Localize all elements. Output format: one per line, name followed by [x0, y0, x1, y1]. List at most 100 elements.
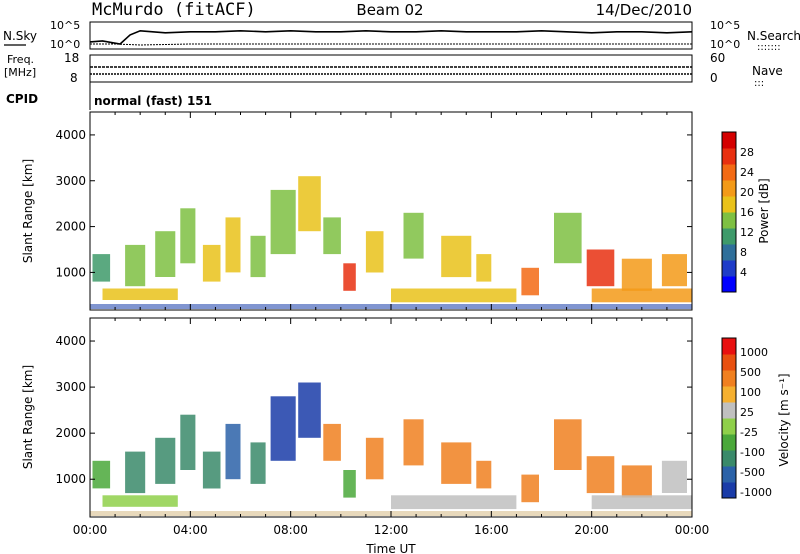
velocity-echo-1 [92, 460, 111, 489]
velocity-colorbar-label: Velocity [m s⁻¹] [777, 373, 791, 466]
velocity-xtick-label: 08:00 [273, 523, 308, 537]
power-echo-19 [621, 258, 652, 291]
beam-title: Beam 02 [356, 1, 423, 19]
nsky-label: N.Sky [3, 29, 37, 43]
cpid-value: normal (fast) 151 [94, 94, 212, 108]
power-colorbar-swatch [722, 132, 736, 149]
power-colorbar-tick: 28 [740, 146, 754, 159]
date-title: 14/Dec/2010 [596, 1, 692, 19]
velocity-echo-7 [250, 442, 266, 484]
freq-panel: Freq. [MHz] 18 8 60 0 Nave ::: [4, 51, 783, 89]
velocity-colorbar-tick: 1000 [740, 346, 768, 359]
power-colorbar-tick: 8 [740, 246, 747, 259]
velocity-echo-23 [591, 495, 692, 510]
power-panel: 1000 2000 3000 4000 Slant Range [km] 4 8 12 16… [21, 111, 771, 311]
velocity-echo-19 [621, 465, 652, 498]
power-colorbar-swatch [722, 164, 736, 181]
power-echo-10 [323, 217, 341, 255]
power-echo-2 [125, 244, 146, 287]
velocity-colorbar-swatch [722, 466, 736, 483]
noise-series-1 [89, 29, 693, 45]
power-echo-9 [298, 176, 321, 232]
noise-panel-frame [89, 21, 693, 50]
power-colorbar-tick: 20 [740, 186, 754, 199]
power-ytick-label: 3000 [55, 174, 86, 188]
velocity-echo-16 [521, 474, 539, 503]
power-echo-15 [476, 254, 492, 282]
power-colorbar-label: Power [dB] [757, 178, 771, 243]
power-colorbar-swatch [722, 212, 736, 229]
velocity-echo-18 [586, 456, 615, 494]
power-echo-3 [155, 231, 176, 277]
power-colorbar-swatch [722, 180, 736, 197]
freq-panel-frame [89, 54, 693, 83]
velocity-xtick-label: 20:00 [574, 523, 609, 537]
velocity-echo-5 [202, 451, 221, 489]
power-colorbar-swatch [722, 196, 736, 213]
nsearch-marker: ::::::: [757, 42, 781, 53]
noise-panel: N.Sky 10^5 10^0 10^5 10^0 N.Search :::::… [3, 19, 800, 53]
power-echo-8 [270, 189, 296, 255]
velocity-xtick-label: 12:00 [374, 523, 409, 537]
freq-tick-top: 18 [64, 51, 79, 65]
freq-label-1: Freq. [7, 53, 34, 66]
velocity-colorbar-swatch [722, 354, 736, 371]
power-ylabel: Slant Range [km] [21, 159, 35, 263]
velocity-ytick-label: 2000 [55, 426, 86, 440]
velocity-echo-22 [391, 495, 517, 510]
noise-series-2 [90, 43, 692, 46]
velocity-echo-13 [403, 419, 424, 466]
velocity-echo-14 [441, 442, 472, 484]
power-ytick-label: 4000 [55, 128, 86, 142]
velocity-echo-2 [125, 451, 146, 494]
power-echo-17 [554, 212, 582, 264]
power-echo-23 [591, 288, 692, 303]
nave-tick-top: 60 [710, 51, 725, 65]
velocity-colorbar-tick: -25 [740, 426, 758, 439]
velocity-colorbar-tick: -100 [740, 446, 765, 459]
power-colorbar-frame [721, 131, 737, 293]
nsearch-tick-top: 10^5 [710, 19, 740, 32]
power-echo-22 [391, 288, 517, 303]
velocity-colorbar-tick: -500 [740, 466, 765, 479]
power-echo-16 [521, 267, 539, 296]
velocity-colorbar-swatch [722, 482, 736, 499]
velocity-xtick-label: 04:00 [173, 523, 208, 537]
velocity-colorbar-swatch [722, 402, 736, 419]
velocity-panel: 1000 2000 3000 4000 00:00 04:00 08:00 12:00 16:0… [21, 317, 791, 554]
velocity-colorbar-swatch [722, 370, 736, 387]
nsky-tick-bottom: 10^0 [50, 38, 80, 51]
power-echo-12 [365, 231, 384, 273]
velocity-colorbar-frame [721, 337, 737, 499]
velocity-ytick-label: 4000 [55, 334, 86, 348]
nsky-tick-top: 10^5 [50, 19, 80, 32]
power-echo-13 [403, 212, 424, 259]
velocity-colorbar-swatch [722, 434, 736, 451]
cpid-label: CPID [6, 92, 38, 106]
power-echo-21 [102, 288, 178, 300]
nave-label: Nave [752, 64, 783, 78]
power-echo-20 [661, 254, 687, 287]
velocity-echo-15 [476, 460, 492, 489]
velocity-echo-20 [661, 460, 687, 493]
power-colorbar-tick: 24 [740, 166, 754, 179]
power-colorbar-swatch [722, 260, 736, 277]
velocity-echo-21 [102, 495, 178, 507]
velocity-colorbar-swatch [722, 450, 736, 467]
power-echo-7 [250, 235, 266, 278]
power-ytick-label: 2000 [55, 220, 86, 234]
station-title: McMurdo (fitACF) [92, 0, 256, 20]
nave-tick-bottom: 0 [710, 71, 718, 85]
velocity-echo-3 [155, 437, 176, 484]
velocity-echo-11 [343, 470, 356, 498]
velocity-echo-8 [270, 396, 296, 461]
velocity-colorbar-tick: 100 [740, 386, 761, 399]
velocity-echo-12 [365, 437, 384, 480]
velocity-echo-9 [298, 382, 321, 438]
power-colorbar-swatch [722, 228, 736, 245]
power-echo-11 [343, 263, 356, 291]
power-colorbar-swatch [722, 244, 736, 261]
power-echo-4 [180, 208, 196, 264]
power-echo-18 [586, 249, 615, 287]
